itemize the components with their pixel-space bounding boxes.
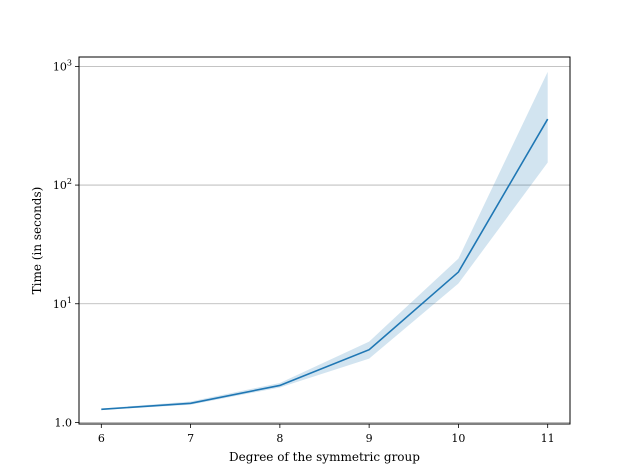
y-tick-label: 103 bbox=[53, 58, 72, 73]
grid-lines bbox=[79, 65, 570, 423]
confidence-band bbox=[101, 71, 548, 411]
y-tick-label: 101 bbox=[53, 296, 72, 311]
x-tick-label: 10 bbox=[451, 432, 465, 445]
x-tick-label: 6 bbox=[98, 432, 105, 445]
x-tick-label: 8 bbox=[276, 432, 283, 445]
series-line bbox=[101, 118, 549, 411]
x-tick-label: 9 bbox=[366, 432, 373, 445]
x-tick-label: 7 bbox=[187, 432, 194, 445]
x-axis-label: Degree of the symmetric group bbox=[229, 450, 420, 464]
y-axis-label: Time (in seconds) bbox=[30, 187, 44, 295]
y-axis-ticks: 1.0 101 102 103 bbox=[53, 58, 79, 429]
x-axis-ticks: 6 7 8 9 10 11 bbox=[98, 424, 555, 445]
plot-frame bbox=[78, 56, 571, 425]
y-tick-label: 102 bbox=[53, 177, 72, 192]
y-tick-label: 1.0 bbox=[55, 416, 73, 429]
x-tick-label: 11 bbox=[541, 432, 555, 445]
